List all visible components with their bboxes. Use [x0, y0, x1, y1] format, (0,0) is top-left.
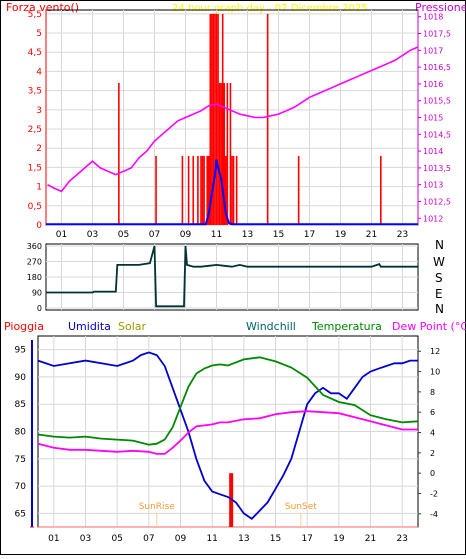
bot-y-right-tick-0: 0: [430, 469, 435, 478]
top-y-right-tick-1016,5: 1016,5: [423, 63, 451, 72]
bot-y-left-tick-85: 85: [15, 400, 26, 410]
mid-y-tick-0: 0: [37, 304, 42, 313]
top-x-tick-11: 11: [211, 230, 222, 240]
bot-y-left-tick-95: 95: [15, 346, 26, 356]
legend-temperatura: Temperatura: [311, 320, 382, 333]
top-y-left-tick-5,5: 5,5: [28, 10, 42, 20]
mid-y-tick-270: 270: [27, 258, 42, 267]
top-y-right-tick-1018: 1018: [423, 13, 443, 22]
bot-y-right-tick-6: 6: [430, 408, 435, 417]
top-y-left-tick-0,5: 0,5: [28, 202, 42, 212]
legend-windchill: Windchill: [246, 320, 296, 333]
top-x-tick-17: 17: [304, 230, 315, 240]
bot-x-tick-13: 13: [238, 534, 249, 544]
mid-y-tick-360: 360: [27, 242, 42, 251]
series-line-0: [37, 351, 418, 520]
top-y-left-tick-1: 1: [36, 183, 42, 193]
sun-event-label-sunrise: SunRise: [139, 502, 176, 512]
bot-y-right-tick--4: -4: [430, 510, 438, 519]
mid-y-tick-180: 180: [27, 273, 42, 282]
compass-label-0: N: [435, 238, 444, 252]
bot-y-right-tick-8: 8: [430, 388, 435, 397]
top-y-right-tick-1014: 1014: [423, 147, 443, 156]
bot-x-tick-19: 19: [333, 534, 345, 544]
top-y-left-tick-2: 2: [36, 144, 42, 154]
top-y-left-tick-0: 0: [36, 221, 42, 231]
top-x-tick-19: 19: [335, 230, 347, 240]
top-y-left-tick-1,5: 1,5: [28, 163, 42, 173]
top-y-right-tick-1013: 1013: [423, 181, 443, 190]
top-y-left-tick-2,5: 2,5: [28, 125, 42, 135]
top-x-tick-09: 09: [180, 230, 192, 240]
series-line-2: [37, 410, 418, 455]
top-x-tick-15: 15: [273, 230, 284, 240]
wind-speed-line: [46, 159, 418, 226]
bot-y-left-tick-65: 65: [15, 509, 26, 519]
top-center-title: 24 hour graph day - 07 Dicembre 2025: [172, 3, 368, 14]
top-x-tick-23: 23: [397, 230, 408, 240]
top-right-title: Pressione: [415, 1, 466, 14]
bot-y-right-tick-10: 10: [430, 368, 440, 377]
top-y-right-tick-1015: 1015: [423, 114, 443, 123]
legend-dew-point: Dew Point (°C): [392, 320, 466, 333]
top-y-right-tick-1012: 1012: [423, 214, 443, 223]
top-y-left-tick-4: 4: [36, 67, 42, 77]
wind-direction-line: [46, 245, 418, 308]
top-y-left-tick-3: 3: [36, 106, 42, 116]
pressure-line: [47, 46, 419, 193]
series-line-1: [37, 356, 419, 446]
top-y-right-tick-1017: 1017: [423, 46, 443, 55]
legend-solar: Solar: [118, 320, 147, 333]
top-x-tick-01: 01: [56, 230, 67, 240]
top-y-left-tick-3,5: 3,5: [28, 87, 42, 97]
bot-x-tick-07: 07: [143, 534, 154, 544]
legend-umidita: Umidita: [68, 320, 111, 333]
bot-x-tick-21: 21: [365, 534, 376, 544]
bot-y-left-tick-75: 75: [15, 455, 26, 465]
top-y-right-tick-1014,5: 1014,5: [423, 130, 451, 139]
top-y-right-tick-1013,5: 1013,5: [423, 164, 451, 173]
mid-y-tick-90: 90: [32, 289, 42, 298]
top-y-left-tick-5: 5: [36, 29, 42, 39]
bot-x-tick-17: 17: [301, 534, 312, 544]
bot-x-tick-01: 01: [48, 534, 59, 544]
top-left-title: Forza vento(): [6, 1, 79, 14]
bot-y-left-tick-70: 70: [15, 482, 27, 492]
compass-label-3: E: [435, 287, 443, 301]
top-x-tick-03: 03: [87, 230, 98, 240]
bot-y-left-tick-80: 80: [15, 428, 27, 438]
bot-x-tick-03: 03: [80, 534, 91, 544]
bot-x-tick-11: 11: [206, 534, 217, 544]
top-y-right-tick-1016: 1016: [423, 80, 443, 89]
legend-pioggia: Pioggia: [4, 320, 44, 333]
top-x-tick-07: 07: [149, 230, 160, 240]
compass-label-2: S: [435, 271, 443, 285]
top-y-right-tick-1017,5: 1017,5: [423, 30, 451, 39]
bot-x-tick-05: 05: [111, 534, 122, 544]
top-x-tick-13: 13: [242, 230, 253, 240]
top-y-right-tick-1015,5: 1015,5: [423, 97, 451, 106]
bot-y-right-tick-4: 4: [430, 429, 435, 438]
compass-label-1: W: [433, 255, 445, 269]
bot-x-tick-23: 23: [396, 534, 407, 544]
top-x-tick-05: 05: [118, 230, 129, 240]
compass-label-4: N: [435, 302, 444, 316]
bot-y-right-tick--2: -2: [430, 489, 438, 498]
bot-y-left-tick-90: 90: [15, 373, 27, 383]
top-x-tick-21: 21: [366, 230, 377, 240]
top-y-left-tick-4,5: 4,5: [28, 48, 42, 58]
top-y-right-tick-1012,5: 1012,5: [423, 197, 451, 206]
bot-x-tick-09: 09: [175, 534, 187, 544]
sun-event-label-sunset: SunSet: [285, 502, 317, 512]
bot-x-tick-15: 15: [270, 534, 281, 544]
bot-y-right-tick-2: 2: [430, 449, 435, 458]
bot-y-right-tick-12: 12: [430, 347, 440, 356]
